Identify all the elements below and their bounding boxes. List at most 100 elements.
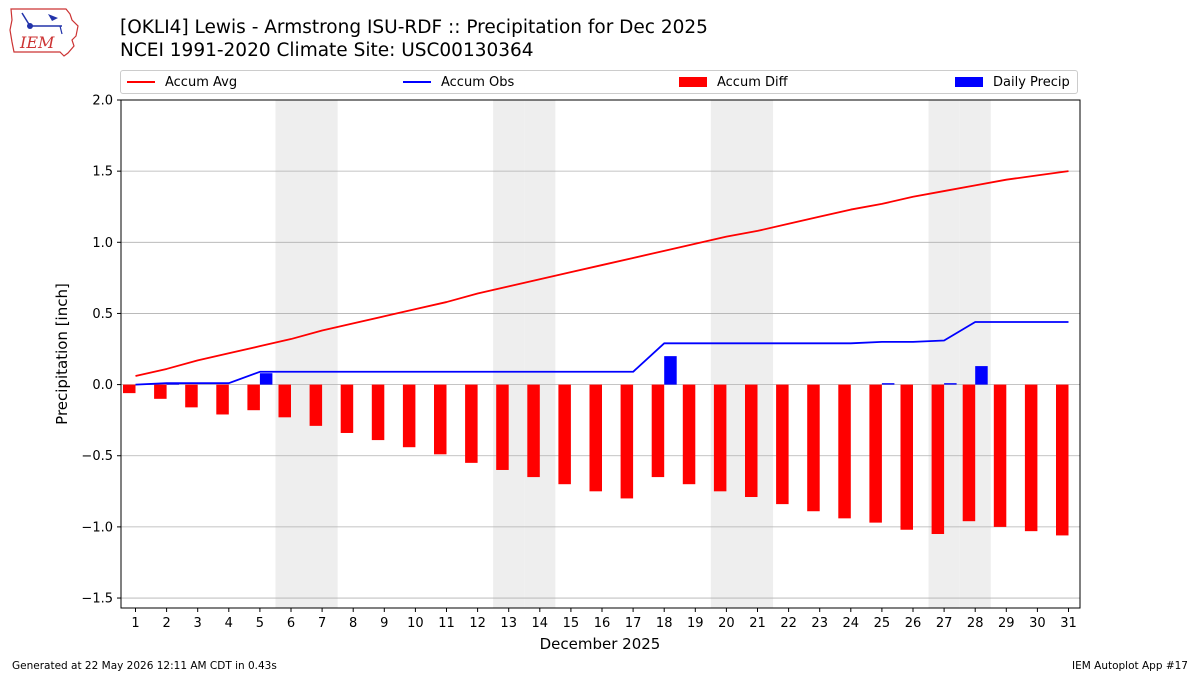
daily-precip-bar-day-18	[664, 356, 677, 385]
accum-diff-bar-day-5	[247, 384, 260, 411]
x-tick-label: 25	[874, 616, 891, 631]
x-tick-label: 3	[194, 616, 202, 631]
x-tick-label: 8	[349, 616, 357, 631]
legend: Accum Avg Accum Obs Accum Diff Daily Pre…	[120, 70, 1078, 94]
legend-item-accum-diff: Accum Diff	[679, 71, 788, 93]
x-tick-label: 22	[780, 616, 797, 631]
y-tick-label: −0.5	[81, 449, 113, 464]
axes: −1.5−1.0−0.50.00.51.01.52.01 2 3 4 5 6 7 8 9 10 11…	[81, 94, 1076, 632]
accum-diff-bar-day-10	[402, 384, 416, 448]
lines	[135, 170, 1069, 386]
x-tick-label: 14	[532, 616, 549, 631]
y-tick-label: 1.0	[92, 236, 113, 251]
legend-label-accum-obs: Accum Obs	[441, 74, 515, 90]
weekend-shade-day-6	[275, 100, 307, 608]
legend-swatch-accum-diff	[679, 77, 707, 87]
legend-item-accum-avg: Accum Avg	[127, 71, 237, 93]
legend-swatch-accum-obs	[403, 81, 431, 83]
x-axis-label: December 2025	[540, 635, 661, 653]
accum-diff-bar-day-1	[123, 384, 136, 394]
accum-diff-bar-day-7	[309, 384, 323, 426]
accum-diff-bar-day-15	[558, 384, 571, 485]
x-tick-label: 11	[438, 616, 455, 631]
x-tick-label: 19	[687, 616, 704, 631]
legend-item-accum-obs: Accum Obs	[403, 71, 514, 93]
x-tick-label: 7	[318, 616, 326, 631]
weekend-shade-day-28	[959, 100, 991, 608]
weekend-shade-day-13	[493, 100, 525, 608]
accum-diff-bar-day-17	[620, 384, 634, 499]
x-tick-label: 15	[563, 616, 580, 631]
accum-diff-bar-day-2	[154, 384, 167, 399]
y-tick-label: 2.0	[92, 94, 113, 109]
accum-diff-bar-day-14	[527, 384, 540, 478]
accum-diff-bar-day-6	[278, 384, 291, 418]
x-tick-label: 21	[749, 616, 766, 631]
accum-avg-line	[135, 170, 1069, 377]
bars	[123, 356, 1069, 536]
accum-diff-bar-day-30	[1024, 384, 1038, 532]
x-tick-label: 26	[905, 616, 922, 631]
y-axis-label: Precipitation [inch]	[53, 283, 71, 425]
y-tick-label: 0.5	[92, 307, 113, 322]
accum-diff-bar-day-13	[496, 384, 509, 470]
logo-text: IEM	[19, 33, 55, 52]
x-tick-label: 4	[225, 616, 233, 631]
x-tick-label: 6	[287, 616, 295, 631]
x-tick-label: 17	[625, 616, 642, 631]
x-tick-label: 9	[380, 616, 388, 631]
accum-diff-bar-day-23	[807, 384, 820, 512]
accum-diff-bar-day-28	[962, 384, 976, 522]
accum-diff-bar-day-31	[1056, 384, 1069, 536]
x-tick-label: 10	[407, 616, 424, 631]
legend-label-accum-diff: Accum Diff	[717, 74, 788, 90]
accum-obs-line	[135, 321, 1069, 386]
daily-precip-bar-day-25	[881, 383, 895, 385]
x-tick-label: 31	[1060, 616, 1077, 631]
weekend-shade-day-14	[524, 100, 556, 608]
accum-diff-bar-day-19	[682, 384, 696, 485]
x-tick-label: 29	[998, 616, 1015, 631]
accum-diff-bar-day-22	[776, 384, 789, 505]
y-tick-label: −1.5	[81, 592, 113, 607]
daily-precip-bar-day-5	[259, 373, 273, 385]
x-tick-label: 13	[500, 616, 517, 631]
daily-precip-bar-day-28	[975, 366, 988, 385]
iem-logo: IEM	[9, 8, 79, 57]
accum-diff-bar-day-29	[993, 384, 1007, 527]
x-tick-label: 18	[656, 616, 673, 631]
x-tick-label: 2	[162, 616, 170, 631]
y-tick-label: −1.0	[81, 520, 113, 535]
accum-diff-bar-day-12	[465, 384, 478, 463]
weekend-shade-day-7	[306, 100, 338, 608]
accum-diff-bar-day-27	[931, 384, 945, 535]
footer-generated: Generated at 22 May 2026 12:11 AM CDT in…	[12, 660, 277, 672]
accum-diff-bar-day-3	[185, 384, 198, 408]
y-tick-label: 0.0	[92, 378, 113, 393]
footer-app: IEM Autoplot App #17	[1072, 660, 1188, 672]
x-tick-label: 23	[811, 616, 828, 631]
x-tick-label: 30	[1029, 616, 1046, 631]
accum-diff-bar-day-20	[713, 384, 727, 492]
weekend-shading	[275, 100, 991, 608]
x-tick-label: 16	[594, 616, 611, 631]
x-tick-label: 12	[469, 616, 486, 631]
chart-subtitle: NCEI 1991-2020 Climate Site: USC00130364	[120, 40, 534, 61]
legend-label-daily-precip: Daily Precip	[993, 74, 1070, 90]
y-tick-label: 1.5	[92, 165, 113, 180]
daily-precip-bar-day-27	[944, 383, 957, 385]
accum-diff-bar-day-26	[900, 384, 913, 530]
weekend-shade-day-21	[741, 100, 774, 608]
x-tick-label: 28	[967, 616, 984, 631]
chart-title: [OKLI4] Lewis - Armstrong ISU-RDF :: Pre…	[120, 17, 708, 38]
accum-diff-bar-day-16	[589, 384, 602, 492]
plot-frame	[120, 99, 1081, 609]
legend-swatch-daily-precip	[955, 77, 983, 87]
legend-item-daily-precip: Daily Precip	[955, 71, 1070, 93]
x-tick-label: 24	[843, 616, 860, 631]
accum-diff-bar-day-24	[838, 384, 851, 519]
accum-diff-bar-day-18	[651, 384, 665, 478]
x-tick-label: 20	[718, 616, 735, 631]
accum-diff-bar-day-4	[216, 384, 229, 415]
x-tick-label: 1	[131, 616, 139, 631]
